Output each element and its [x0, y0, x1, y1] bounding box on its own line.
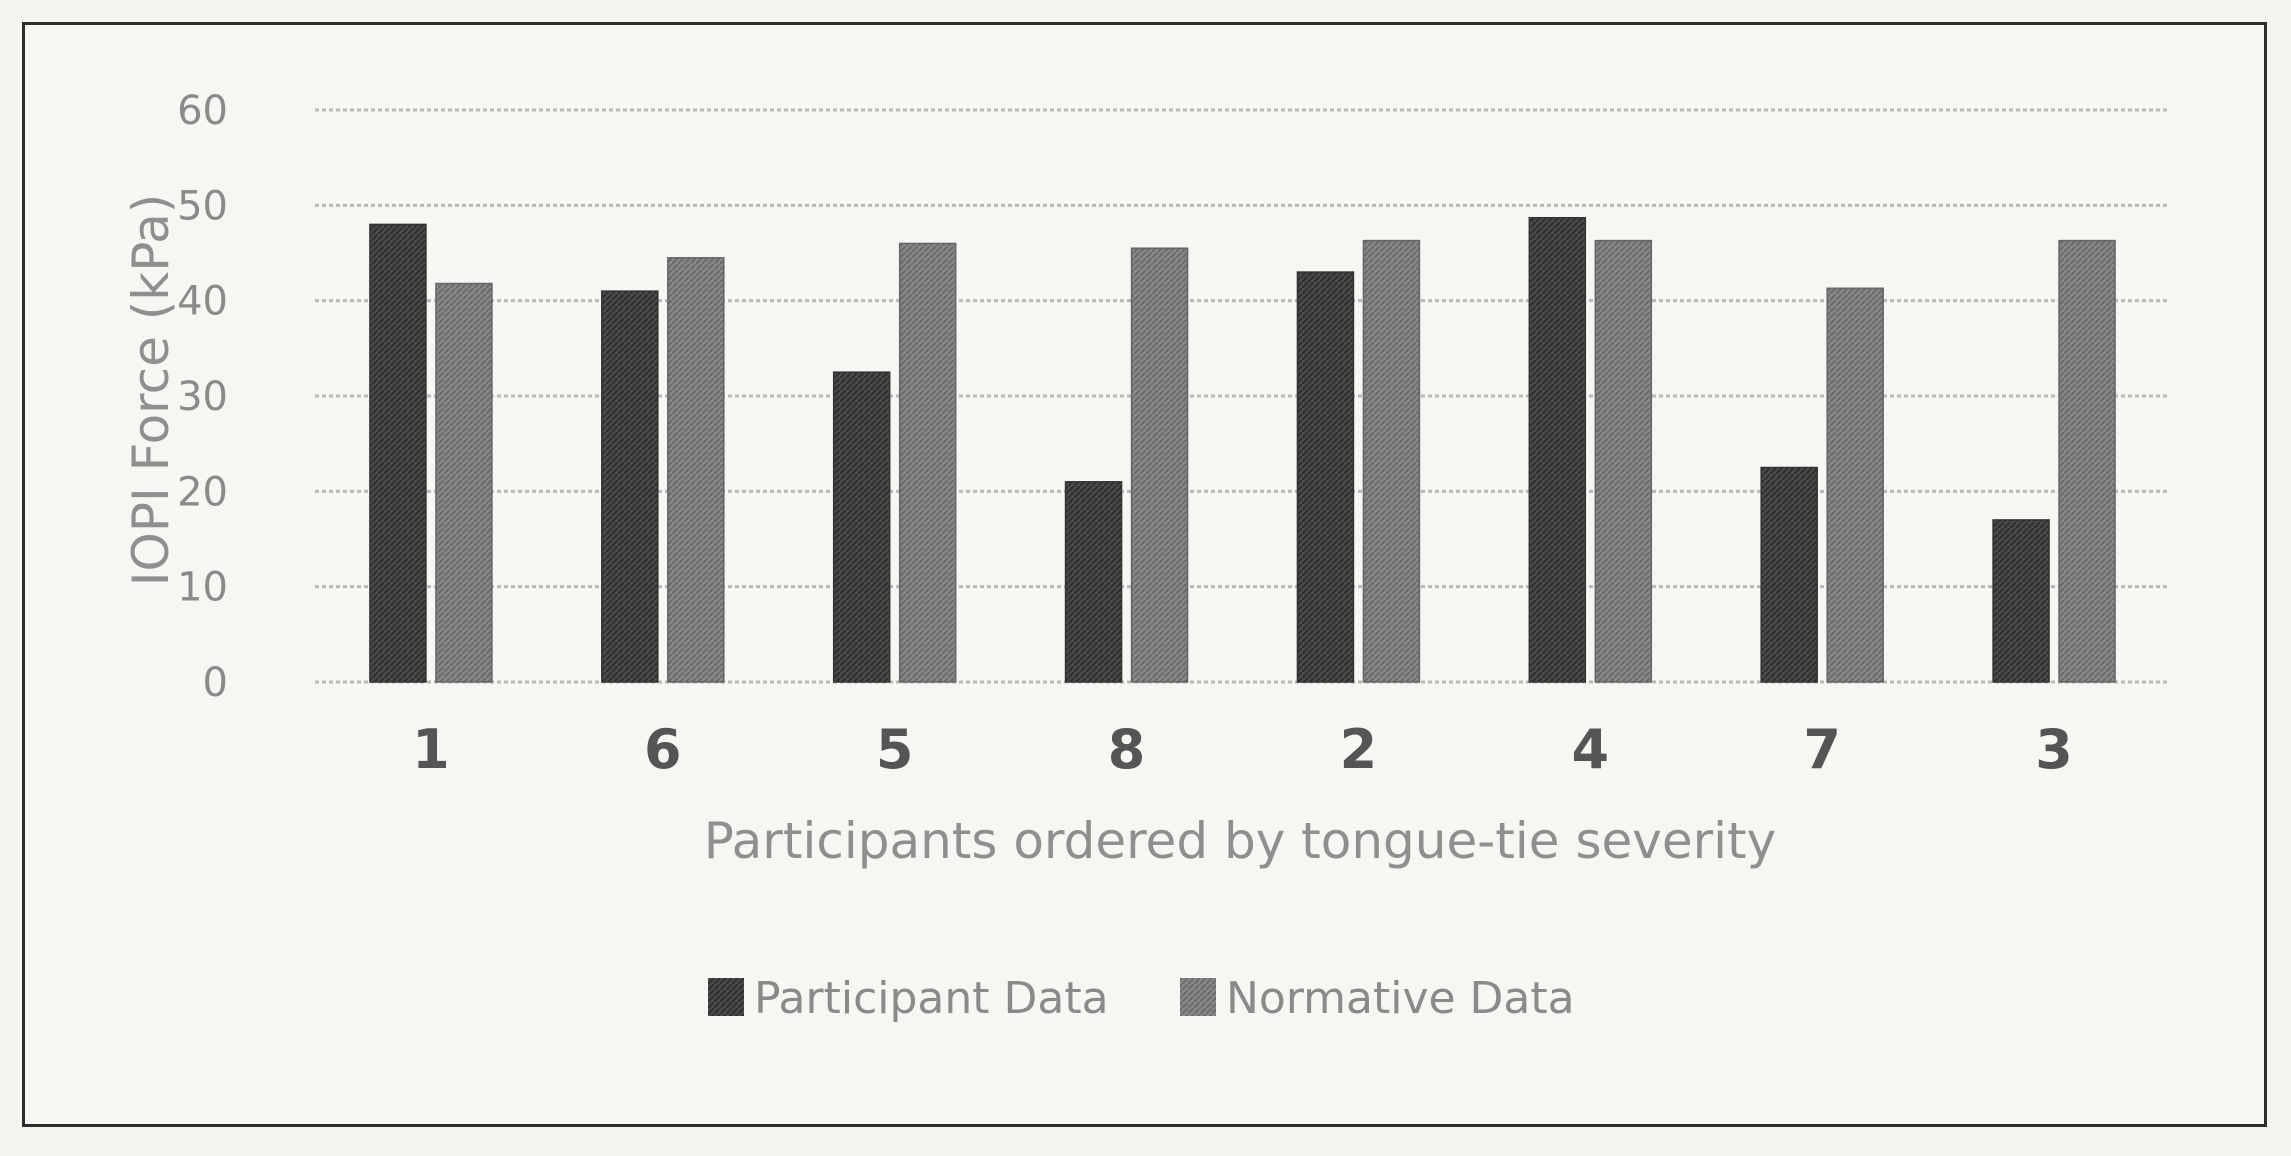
y-tick-label: 20 [177, 469, 228, 515]
x-tick-label: 2 [1340, 718, 1378, 781]
bar-normative-7 [1826, 287, 1884, 683]
legend-label: Participant Data [754, 973, 1109, 1024]
x-tick-label: 5 [876, 718, 914, 781]
x-tick-label: 4 [1572, 718, 1610, 781]
y-axis-ticks: 0 10 20 30 40 50 60 [177, 88, 228, 706]
y-tick-label: 60 [177, 88, 228, 134]
x-tick-label: 7 [1803, 718, 1841, 781]
bar-normative-2 [1362, 239, 1421, 683]
x-tick-label: 8 [1108, 718, 1146, 781]
y-tick-label: 40 [177, 279, 228, 325]
legend: Participant Data Normative Data [708, 973, 1575, 1024]
y-axis-title: IOPI Force (kPa) [122, 194, 180, 587]
bar-participant-8 [1064, 481, 1123, 683]
bar-normative-1 [435, 282, 493, 683]
bar-normative-4 [1594, 239, 1653, 683]
gridlines [315, 108, 2170, 684]
y-tick-label: 50 [177, 183, 228, 229]
x-tick-label: 1 [412, 718, 450, 781]
bar-participant-3 [1992, 519, 2050, 683]
bar-normative-6 [667, 257, 725, 683]
x-axis-ticks: 1 6 5 8 2 4 7 3 [412, 718, 2073, 781]
bar-normative-3 [2058, 239, 2116, 683]
legend-swatch [1180, 978, 1216, 1016]
bars [369, 216, 2116, 683]
bar-participant-1 [369, 223, 427, 683]
bar-participant-6 [601, 290, 659, 683]
bar-normative-8 [1130, 247, 1189, 683]
bar-participant-2 [1296, 271, 1355, 683]
y-tick-label: 30 [177, 374, 228, 420]
x-tick-label: 3 [2035, 718, 2073, 781]
x-axis-title: Participants ordered by tongue-tie sever… [704, 812, 1777, 870]
bar-participant-4 [1528, 216, 1587, 683]
y-tick-label: 10 [177, 565, 228, 611]
bar-participant-5 [832, 371, 891, 683]
bar-normative-5 [898, 242, 957, 683]
x-tick-label: 6 [644, 718, 682, 781]
legend-label: Normative Data [1226, 973, 1575, 1024]
y-tick-label: 0 [203, 660, 228, 706]
legend-swatch [708, 978, 744, 1016]
bar-participant-7 [1760, 466, 1818, 683]
